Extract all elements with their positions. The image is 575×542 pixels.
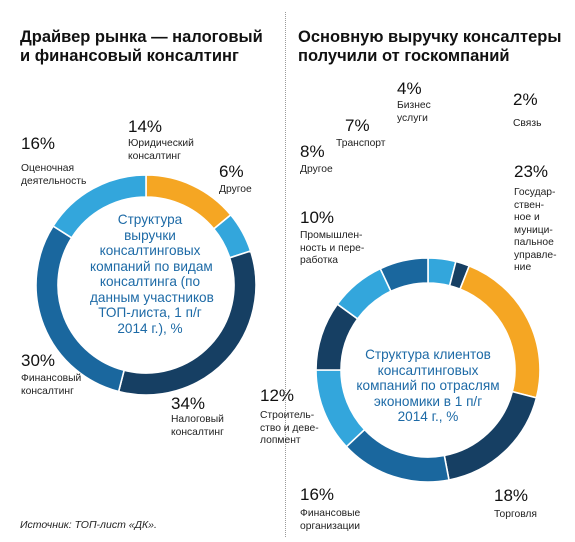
donut-0-category-4-line-0: Оценочная	[21, 163, 75, 174]
donut-1-pct-label-4: 16%	[300, 485, 335, 504]
donut-1-pct-label-1: 2%	[513, 90, 538, 109]
donut-0-category-4-line-1: деятельность	[21, 175, 87, 187]
donut-0-category-3-line-0: Финансовый	[21, 373, 82, 384]
right-title-line-1: Основную выручку консалтеры	[298, 28, 562, 46]
donut-0-category-label-2: Налоговый консалтинг	[171, 414, 224, 439]
donut-0-center-line-3: компаний по видам	[90, 258, 213, 274]
donut-1-category-4-line-1: организации	[300, 520, 360, 532]
donut-1-category-2-line-3: муници-	[514, 224, 553, 236]
donut-1-category-2-line-1: ствен-	[514, 199, 545, 211]
donut-1-pct-label-6: 10%	[300, 208, 335, 227]
left-title-line-2: и финансовый консалтинг	[20, 47, 239, 65]
donut-0-category-2-line-1: консалтинг	[171, 426, 224, 438]
donut-1-category-6-line-1: ность и пере-	[300, 242, 365, 254]
donut-0-pct-label-1: 6%	[219, 162, 244, 181]
donut-0-category-label-4: Оценочная деятельность	[21, 163, 86, 188]
right-chart-panel: Основную выручку консалтеры получили от …	[288, 0, 575, 542]
donut-1-center-line-1: консалтинговых	[377, 362, 479, 378]
donut-0-pct-label-4: 16%	[21, 134, 56, 153]
donut-1-category-5-line-2: лопмент	[260, 435, 301, 446]
donut-1-category-2-line-5: управле-	[514, 249, 557, 261]
donut-1-category-1-line-0: Связь	[513, 118, 542, 129]
donut-1-category-6-line-2: работка	[300, 255, 339, 266]
donut-1-category-label-0: Бизнес услуги	[397, 100, 431, 125]
donut-1-center-line-3: экономики в 1 п/г	[373, 393, 483, 409]
donut-0-category-0-line-1: консалтинг	[128, 150, 181, 162]
donut-0-center-line-1: выручки	[124, 227, 176, 243]
donut-0-pct-label-2: 34%	[171, 394, 206, 413]
left-panel-title: Драйвер рынка — налоговый и финансовый к…	[20, 28, 263, 66]
donut-1-category-2-line-4: пальное	[514, 237, 554, 248]
right-panel-title: Основную выручку консалтеры получили от …	[298, 28, 561, 66]
donut-1-pct-label-5: 12%	[260, 386, 295, 405]
donut-1-slice-8	[379, 257, 429, 293]
donut-1-category-label-5: Строитель-ство и деве-лопмент	[260, 410, 319, 448]
donut-1-category-label-6: Промышлен-ность и пере-работка	[300, 230, 364, 268]
donut-1-category-label-7: Другое	[300, 164, 333, 177]
donut-1-category-label-3: Торговля	[494, 509, 537, 522]
donut-0-pct-label-3: 30%	[21, 351, 56, 370]
donut-0-center-line-0: Структура	[117, 212, 183, 227]
donut-1-center-line-0: Структура клиентов	[365, 347, 491, 362]
donut-0-center-line-5: данным участников	[90, 289, 214, 305]
donut-0-center-line-4: консалтинга (по	[99, 274, 201, 289]
donut-1-category-5-line-1: ство и деве-	[260, 422, 319, 434]
donut-1-center-line-2: компаний по отраслям	[356, 378, 500, 393]
donut-1-category-5-line-0: Строитель-	[260, 410, 315, 421]
donut-0-center-line-2: консалтинговых	[99, 243, 201, 258]
donut-1-category-label-1: Связь	[513, 118, 541, 131]
donut-1-category-8-line-0: Транспорт	[336, 138, 386, 149]
panel-divider	[285, 12, 286, 537]
donut-1-category-2-line-6: ние	[514, 262, 532, 273]
donut-1-center-title: Структура клиентов консалтинговых компаний…	[352, 347, 504, 425]
right-donut-chart	[315, 257, 541, 483]
donut-1-pct-label-0: 4%	[397, 79, 422, 98]
donut-0-center-title: Структура выручки консалтинговых компаний п…	[90, 212, 214, 336]
right-title-line-2: получили от госкомпаний	[298, 47, 510, 65]
donut-0-slice-4	[52, 174, 147, 239]
donut-0-category-label-0: Юридический консалтинг	[128, 138, 194, 163]
donut-0-category-label-3: Финансовый консалтинг	[21, 373, 81, 398]
donut-1-category-2-line-0: Государ-	[514, 187, 556, 198]
donut-1-category-2-line-2: ное и	[514, 212, 540, 223]
source-note: Источник: ТОП-лист «ДК».	[20, 519, 157, 531]
donut-1-category-label-8: Транспорт	[336, 138, 386, 151]
donut-1-category-3-line-0: Торговля	[494, 509, 538, 520]
donut-1-category-0-line-1: услуги	[397, 112, 428, 124]
donut-0-category-label-1: Другое	[219, 184, 252, 197]
donut-1-category-6-line-0: Промышлен-	[300, 230, 363, 241]
donut-1-category-label-4: Финансовые организации	[300, 508, 360, 533]
donut-1-pct-label-8: 7%	[345, 116, 370, 135]
donut-0-category-1-line-0: Другое	[219, 184, 252, 195]
donut-1-pct-label-2: 23%	[514, 162, 549, 181]
donut-0-pct-label-0: 14%	[128, 117, 163, 136]
donut-1-center-line-4: 2014 г., %	[397, 409, 459, 424]
donut-1-slice-4	[345, 428, 450, 483]
donut-1-pct-label-3: 18%	[494, 486, 529, 505]
donut-1-category-4-line-0: Финансовые	[300, 508, 361, 519]
donut-1-category-0-line-0: Бизнес	[397, 100, 431, 111]
left-title-line-1: Драйвер рынка — налоговый	[20, 28, 263, 46]
left-donut-chart	[35, 174, 257, 396]
donut-0-category-2-line-0: Налоговый	[171, 414, 224, 425]
left-chart-panel: Драйвер рынка — налоговый и финансовый к…	[0, 0, 284, 542]
donut-1-pct-label-7: 8%	[300, 142, 325, 161]
donut-1-category-label-2: Государ-ствен-ное и муници-пальное управле…	[514, 187, 557, 275]
donut-0-center-line-7: 2014 г.), %	[117, 320, 183, 336]
donut-0-center-line-6: ТОП-листа, 1 п/г	[98, 305, 202, 320]
donut-0-category-3-line-1: консалтинг	[21, 385, 74, 397]
donut-0-category-0-line-0: Юридический	[128, 138, 194, 149]
donut-1-category-7-line-0: Другое	[300, 164, 333, 175]
